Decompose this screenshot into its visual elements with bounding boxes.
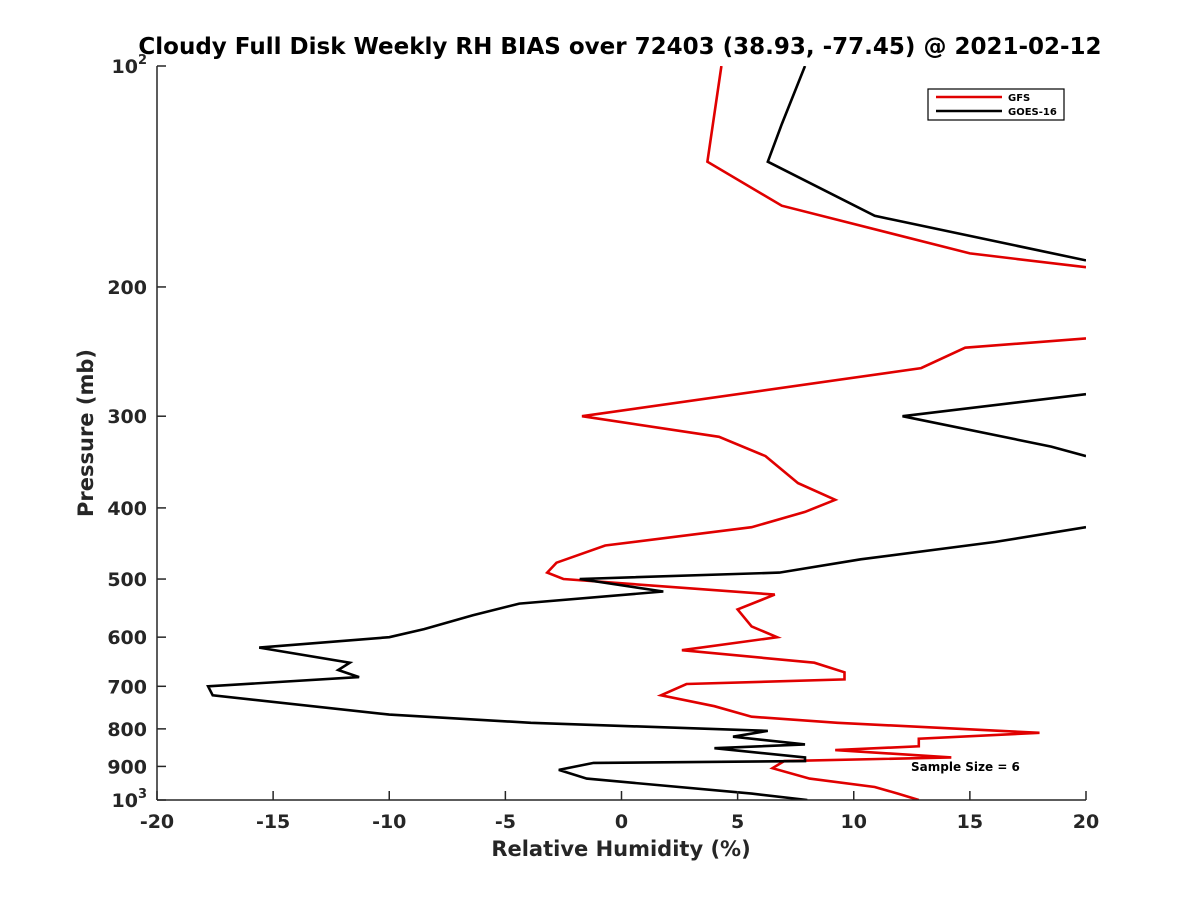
x-tick-label: 15 <box>957 811 983 833</box>
x-tick-label: 5 <box>731 811 744 833</box>
plot-area <box>156 66 1086 801</box>
y-axis: 102 200 300 400 500 600 700 800 900 103 <box>107 53 166 812</box>
y-tick-label: 900 <box>107 756 147 778</box>
y-tick-label: 102 <box>112 53 148 78</box>
x-axis: -20 -15 -10 -5 0 5 10 15 20 <box>140 791 1099 833</box>
series-line-goes-16 <box>206 66 1086 800</box>
y-tick-label: 500 <box>107 569 147 591</box>
y-tick-label: 700 <box>107 676 147 698</box>
x-tick-label: 20 <box>1073 811 1099 833</box>
series-line-gfs <box>544 66 1086 800</box>
chart-title: Cloudy Full Disk Weekly RH BIAS over 724… <box>138 34 1101 60</box>
x-tick-label: -5 <box>495 811 516 833</box>
x-tick-label: -20 <box>140 811 174 833</box>
y-tick-label: 200 <box>107 277 147 299</box>
y-tick-label: 300 <box>107 406 147 428</box>
y-tick-label: 103 <box>112 787 148 812</box>
x-axis-label: Relative Humidity (%) <box>491 837 750 861</box>
y-tick-label: 600 <box>107 627 147 649</box>
legend-entry: GOES-16 <box>1008 107 1057 118</box>
x-tick-label: -10 <box>372 811 406 833</box>
x-tick-label: 10 <box>841 811 867 833</box>
y-axis-label: Pressure (mb) <box>74 349 98 517</box>
legend-entry: GFS <box>1008 93 1030 104</box>
sample-size-annotation: Sample Size = 6 <box>911 760 1020 774</box>
y-tick-label: 800 <box>107 719 147 741</box>
x-tick-label: -15 <box>256 811 290 833</box>
y-tick-label: 400 <box>107 498 147 520</box>
legend: GFS GOES-16 <box>927 88 1065 121</box>
x-tick-label: 0 <box>615 811 628 833</box>
legend-box <box>927 88 1065 121</box>
